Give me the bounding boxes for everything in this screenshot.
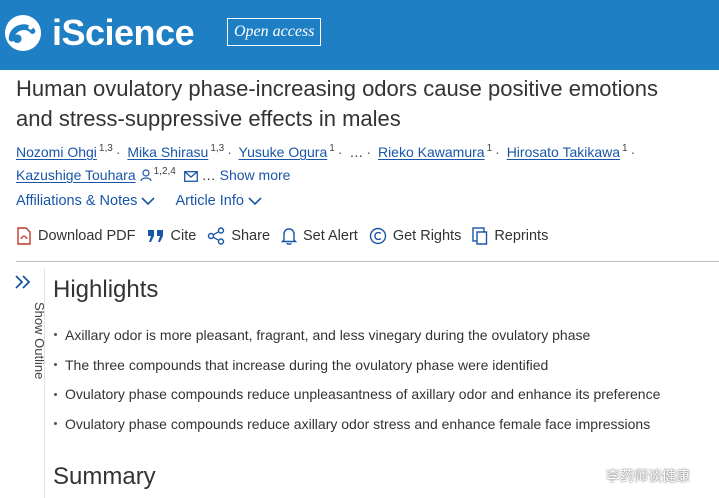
share-button[interactable]: Share xyxy=(207,227,270,245)
highlight-item: The three compounds that increase during… xyxy=(53,350,660,380)
reprints-icon xyxy=(472,227,488,245)
highlight-text: Ovulatory phase compounds reduce unpleas… xyxy=(65,386,661,403)
author-link[interactable]: Mika Shirasu xyxy=(127,144,209,160)
outline-border xyxy=(44,268,45,498)
journal-logo[interactable]: iScience xyxy=(4,10,195,56)
author-link[interactable]: Yusuke Ogura xyxy=(238,144,328,160)
open-access-badge: Open access xyxy=(227,18,322,46)
author-affiliation: 1 xyxy=(486,143,493,155)
brand-name: iScience xyxy=(52,12,195,53)
article-info-label: Article Info xyxy=(175,193,244,209)
quote-icon xyxy=(147,230,163,242)
watermark: 李药师谈健康 xyxy=(606,468,690,484)
journal-header: iScience Open access xyxy=(0,0,719,70)
set-alert-button[interactable]: Set Alert xyxy=(281,227,358,245)
highlight-text: Ovulatory phase compounds reduce axillar… xyxy=(65,415,651,432)
reprints-button[interactable]: Reprints xyxy=(472,227,548,245)
download-pdf-button[interactable]: Download PDF xyxy=(16,227,136,245)
authors-ellipsis: … xyxy=(349,144,364,160)
section-divider xyxy=(16,261,719,262)
highlights-list: Axillary odor is more pleasant, fragrant… xyxy=(53,320,660,439)
summary-heading: Summary xyxy=(53,463,156,490)
bullet-icon xyxy=(54,363,57,367)
cite-button[interactable]: Cite xyxy=(147,227,197,245)
chevron-down-icon xyxy=(141,196,156,205)
bullet-icon xyxy=(54,333,57,337)
iscience-logo-icon xyxy=(4,14,42,52)
get-rights-button[interactable]: Get Rights xyxy=(369,227,462,245)
authors-ellipsis: … xyxy=(201,167,216,183)
article-info-toggle[interactable]: Article Info xyxy=(175,193,262,209)
show-outline-toggle[interactable]: Show Outline xyxy=(12,272,47,498)
share-label: Share xyxy=(231,228,271,244)
author-line-2: Kazushige Touhara 1,2,4 … Show more xyxy=(16,164,716,187)
share-icon xyxy=(208,227,225,245)
article-title-line-2: and stress-suppressive effects in males xyxy=(16,106,401,131)
copyright-icon xyxy=(369,227,387,245)
pdf-icon xyxy=(17,227,31,245)
author-link[interactable]: Hirosato Takikawa xyxy=(506,144,621,160)
download-pdf-label: Download PDF xyxy=(38,228,136,244)
author-line-1: Nozomi Ohgi 1,3 · Mika Shirasu 1,3 · Yusuke … xyxy=(16,143,636,160)
author-affiliation: 1,3 xyxy=(210,143,225,155)
cite-label: Cite xyxy=(170,228,197,244)
author-link[interactable]: Rieko Kawamura xyxy=(377,144,485,160)
bell-icon xyxy=(281,228,298,245)
author-link[interactable]: Nozomi Ohgi xyxy=(16,144,97,160)
highlight-item: Ovulatory phase compounds reduce axillar… xyxy=(53,409,660,439)
highlight-item: Ovulatory phase compounds reduce unpleas… xyxy=(53,379,660,409)
highlights-heading: Highlights xyxy=(53,276,159,303)
affiliations-label: Affiliations & Notes xyxy=(16,193,138,209)
author-affiliation: 1 xyxy=(329,143,335,155)
article-info-row: Affiliations & Notes Article Info xyxy=(16,193,282,209)
person-icon xyxy=(140,169,152,182)
author-affiliation: 1 xyxy=(622,143,628,155)
article-actions: Download PDF Cite Share Set Alert Get Ri… xyxy=(16,227,559,245)
highlight-text: The three compounds that increase during… xyxy=(65,356,549,373)
bullet-icon xyxy=(54,422,57,426)
author-link[interactable]: Kazushige Touhara xyxy=(16,167,136,183)
author-affiliation: 1,2,4 xyxy=(153,166,176,178)
author-affiliation: 1,3 xyxy=(98,143,113,155)
article-title: Human ovulatory phase-increasing odors c… xyxy=(16,74,719,134)
highlight-item: Axillary odor is more pleasant, fragrant… xyxy=(53,320,660,350)
double-chevron-right-icon xyxy=(15,275,31,289)
article-title-line-1: Human ovulatory phase-increasing odors c… xyxy=(16,76,659,101)
affiliations-toggle[interactable]: Affiliations & Notes xyxy=(16,193,156,209)
highlight-text: Axillary odor is more pleasant, fragrant… xyxy=(65,326,591,343)
set-alert-label: Set Alert xyxy=(303,228,358,244)
author-list: Nozomi Ohgi 1,3 · Mika Shirasu 1,3 · Yusuke … xyxy=(16,141,716,187)
get-rights-label: Get Rights xyxy=(392,228,462,244)
chevron-down-icon xyxy=(248,196,262,205)
show-more-link[interactable]: Show more xyxy=(219,167,291,183)
bullet-icon xyxy=(54,392,57,396)
email-icon[interactable] xyxy=(183,171,198,182)
reprints-label: Reprints xyxy=(494,228,549,244)
